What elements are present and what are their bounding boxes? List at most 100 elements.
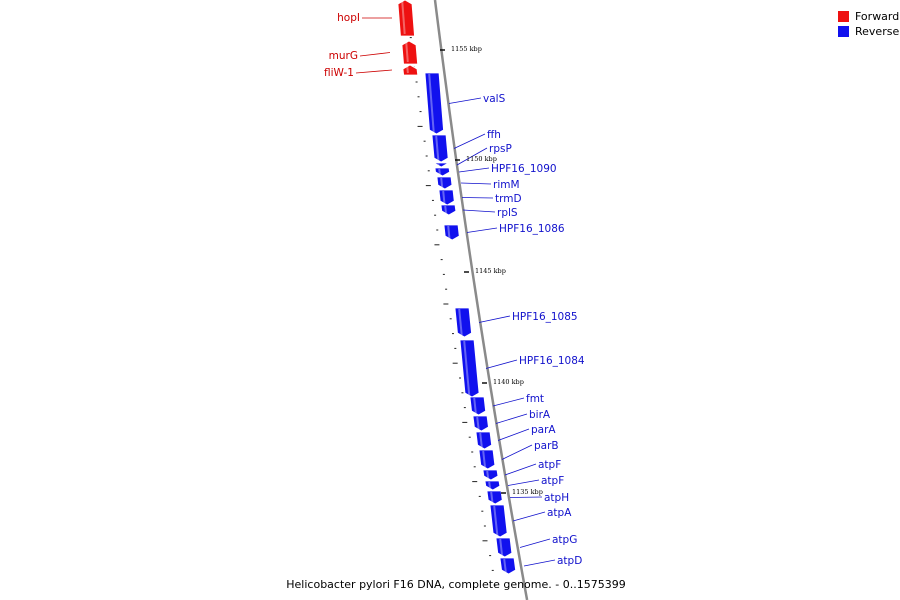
gene-leader-line bbox=[359, 52, 391, 57]
gene-label: atpG bbox=[552, 534, 577, 546]
gene-highlight bbox=[447, 225, 451, 239]
genome-caption: Helicobacter pylori F16 DNA, complete ge… bbox=[286, 578, 626, 591]
legend-reverse: Reverse bbox=[838, 24, 899, 39]
gene-highlight bbox=[442, 190, 446, 204]
gene-rplS-feature bbox=[440, 204, 457, 216]
gene-leader-line bbox=[466, 227, 498, 233]
gene-highlight bbox=[406, 65, 409, 74]
gene-leader-line bbox=[501, 444, 533, 460]
legend-forward-label: Forward bbox=[855, 10, 900, 23]
gene-atpF-feature bbox=[484, 480, 501, 491]
gene-label: atpF bbox=[538, 459, 561, 471]
gene-highlight bbox=[476, 416, 480, 430]
gene-leader-line bbox=[448, 97, 482, 104]
reverse-swatch bbox=[838, 26, 849, 37]
gene-highlight bbox=[435, 135, 440, 161]
scale-label: 1150 kbp bbox=[466, 155, 497, 163]
gene-highlight bbox=[458, 308, 463, 336]
gene-highlight bbox=[401, 0, 406, 35]
gene-label: atpH bbox=[544, 492, 569, 504]
gene-leader-line bbox=[453, 133, 486, 149]
gene-label: murG bbox=[329, 50, 358, 62]
gene-fliW-1-feature bbox=[402, 64, 419, 76]
gene-label: parB bbox=[534, 440, 559, 452]
gene-highlight bbox=[479, 432, 483, 448]
scale-label: 1145 kbp bbox=[475, 267, 506, 275]
gene-label: HPF16_1085 bbox=[512, 311, 578, 323]
gene-highlight bbox=[473, 397, 477, 414]
gene-HPF16_1090-feature bbox=[434, 167, 451, 177]
gene-leader-line bbox=[497, 428, 530, 441]
gene-label: rimM bbox=[493, 179, 520, 191]
gene-highlight bbox=[499, 538, 503, 556]
gene-leader-line bbox=[519, 538, 551, 548]
dna-backbone bbox=[433, 0, 529, 600]
gene-label: valS bbox=[483, 93, 506, 105]
gene-leader-line bbox=[504, 463, 537, 476]
gene-HPF16_1084-feature bbox=[459, 339, 480, 398]
gene-ffh-feature bbox=[431, 134, 449, 163]
gene-label: trmD bbox=[495, 193, 522, 205]
gene-leader-line bbox=[355, 69, 393, 74]
gene-leader-line bbox=[456, 147, 488, 166]
gene-label: parA bbox=[531, 424, 556, 436]
gene-hopI-feature bbox=[397, 0, 415, 37]
gene-leader-line bbox=[478, 315, 511, 323]
gene-leader-line bbox=[523, 559, 556, 567]
gene-highlight bbox=[463, 340, 471, 396]
gene-leader-line bbox=[495, 413, 528, 424]
gene-label: atpF bbox=[541, 475, 564, 487]
gene-rimM-feature bbox=[436, 176, 453, 190]
gene-murG-feature bbox=[401, 40, 419, 65]
gene-valS-feature bbox=[424, 72, 444, 135]
gene-highlight bbox=[440, 177, 444, 188]
gene-atpH-feature bbox=[486, 490, 503, 505]
gene-highlight bbox=[503, 558, 507, 573]
gene-label: rpsP bbox=[489, 143, 512, 155]
scale-label: 1135 kbp bbox=[512, 488, 543, 496]
gene-label: hopI bbox=[337, 12, 360, 24]
gene-atpG-feature bbox=[495, 537, 513, 558]
scale-label: 1155 kbp bbox=[451, 45, 482, 53]
gene-label: fmt bbox=[526, 393, 544, 405]
gene-leader-line bbox=[460, 182, 492, 185]
strand-legend: Forward Reverse bbox=[838, 9, 899, 39]
gene-highlight bbox=[444, 205, 447, 214]
gene-HPF16_1086-feature bbox=[443, 224, 460, 241]
tick-marks bbox=[402, 7, 497, 586]
gene-label: HPF16_1084 bbox=[519, 355, 585, 367]
gene-leader-line bbox=[507, 479, 540, 486]
gene-highlight bbox=[488, 481, 491, 489]
gene-highlight bbox=[405, 41, 409, 63]
gene-atpA-feature bbox=[489, 504, 508, 538]
gene-highlight bbox=[490, 491, 494, 503]
gene-fmt-feature bbox=[469, 396, 487, 416]
gene-rpsP-feature bbox=[434, 162, 450, 168]
gene-features bbox=[397, 0, 517, 575]
gene-highlight bbox=[428, 73, 435, 133]
gene-birA-feature bbox=[472, 415, 489, 432]
gene-highlight bbox=[438, 168, 441, 175]
gene-label: ffh bbox=[487, 129, 501, 141]
gene-highlight bbox=[486, 470, 490, 479]
backbone-line bbox=[433, 0, 529, 600]
gene-label: HPF16_1086 bbox=[499, 223, 565, 235]
legend-reverse-label: Reverse bbox=[855, 25, 900, 38]
gene-leader-line bbox=[458, 167, 490, 173]
gene-atpD-feature bbox=[499, 557, 517, 575]
gene-leader-line bbox=[461, 197, 494, 199]
forward-swatch bbox=[838, 11, 849, 22]
gene-label: atpA bbox=[547, 507, 572, 519]
gene-label: HPF16_1090 bbox=[491, 163, 557, 175]
gene-label: birA bbox=[529, 409, 551, 421]
gene-leader-line bbox=[492, 397, 525, 407]
gene-atpF-feature bbox=[482, 469, 499, 481]
gene-highlight bbox=[493, 505, 499, 536]
gene-HPF16_1085-feature bbox=[454, 307, 472, 338]
scale-markers: 1155 kbp 1150 kbp 1145 kbp 1140 kbp 1135 kbp bbox=[440, 45, 543, 496]
gene-highlight bbox=[482, 450, 486, 468]
gene-parA-feature bbox=[475, 431, 493, 450]
gene-label: atpD bbox=[557, 555, 582, 567]
legend-forward: Forward bbox=[838, 9, 899, 24]
